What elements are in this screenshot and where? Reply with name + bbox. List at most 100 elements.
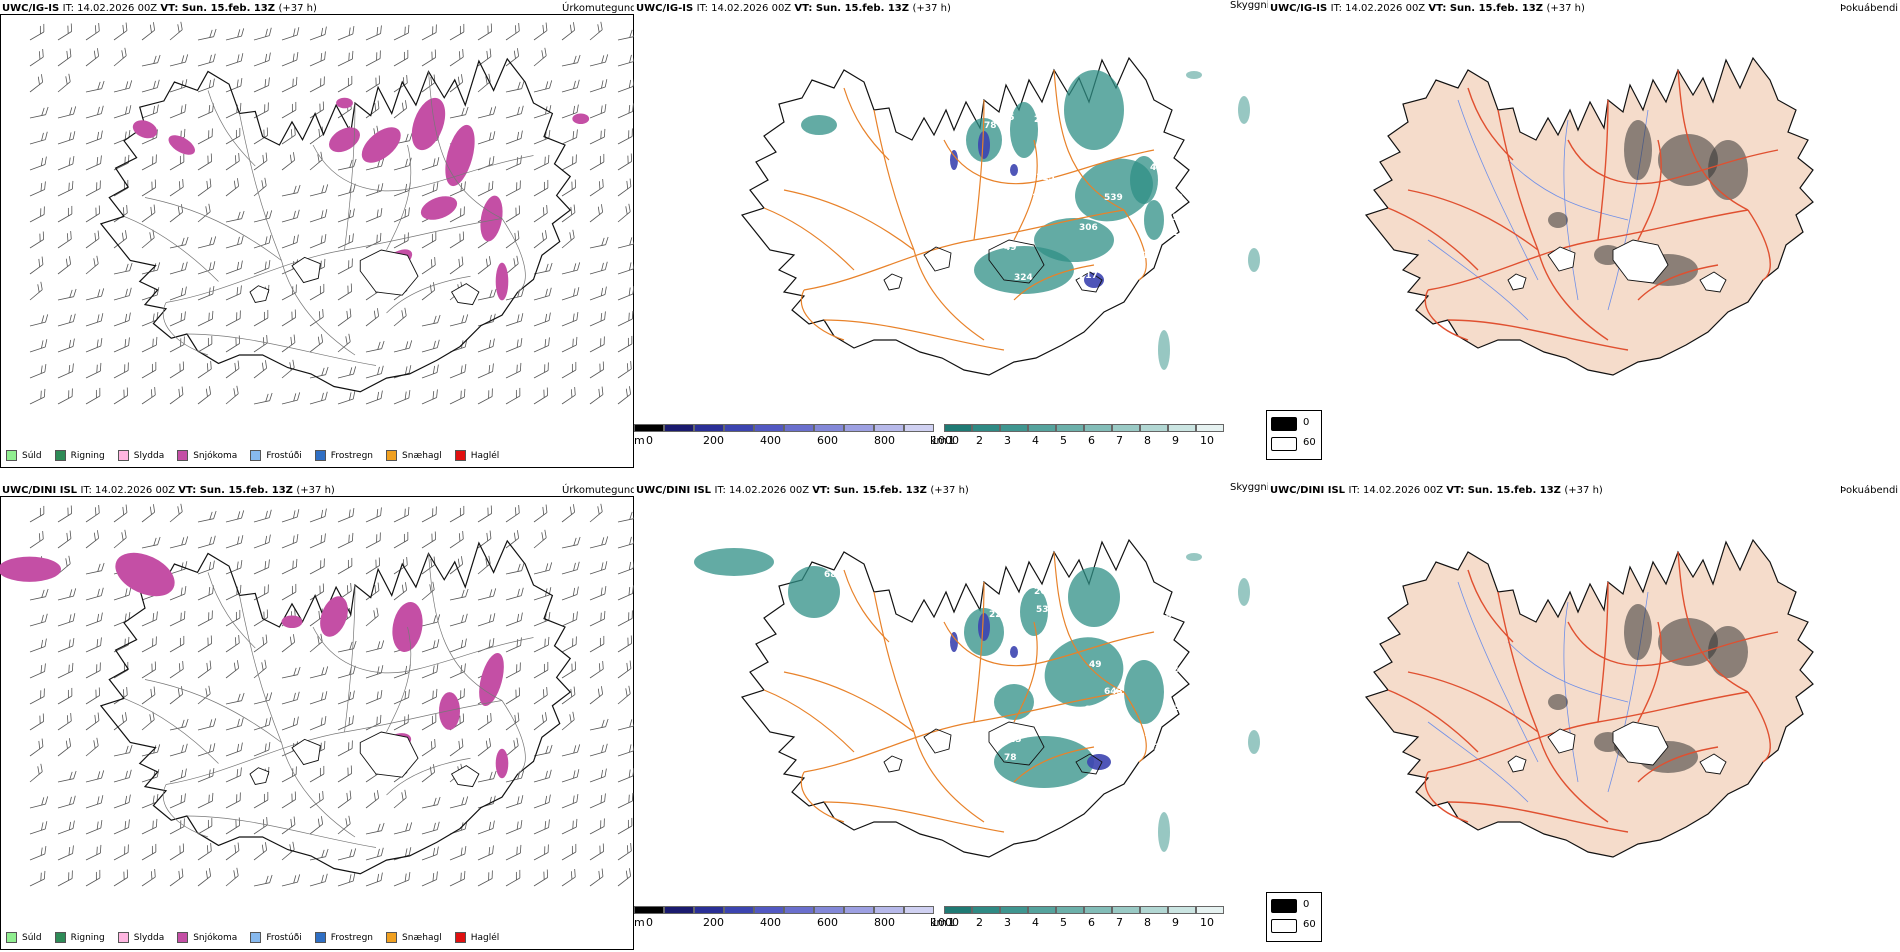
colorbar-cell [754, 424, 784, 432]
it-label: IT: [1330, 3, 1346, 14]
legend-item: Snæhagl [386, 450, 442, 461]
wind-barb [533, 769, 552, 783]
model-name: UWC/IG-IS [1270, 3, 1331, 14]
colorbar-tick: 800 [874, 916, 895, 929]
wind-barb [309, 583, 324, 601]
road-line [386, 757, 471, 796]
wind-barb [477, 712, 492, 731]
wind-barb [57, 180, 74, 197]
visibility-panel: UWC/DINI ISL IT: 14.02.2026 00Z VT: Sun.… [634, 482, 1268, 952]
wind-barb [29, 48, 44, 67]
wind-barb [309, 666, 329, 679]
road-line [1677, 551, 1749, 693]
wind-barb [57, 363, 74, 379]
colorbar-unit: m [634, 916, 645, 929]
wind-barb [533, 230, 548, 249]
wind-barb [253, 360, 268, 379]
legend-swatch [250, 932, 262, 943]
wind-barb [393, 506, 410, 523]
legend-label: Snæhagl [402, 450, 442, 461]
wind-barb [393, 689, 410, 705]
wind-barb [449, 74, 464, 93]
ceiling-height-label: 78 [984, 121, 997, 131]
colorbar-cell [844, 906, 874, 914]
ceiling-height-label: 201 [1130, 251, 1149, 261]
colorbar-cell [1168, 424, 1196, 432]
wind-barb [85, 612, 103, 627]
wind-barb [169, 868, 184, 887]
wind-barb [253, 152, 268, 171]
colorbar-tick: 0 [646, 916, 653, 929]
wind-barb [85, 819, 103, 835]
glacier-outline [359, 249, 419, 296]
road-line [1677, 69, 1749, 211]
colorbar-tick: 400 [760, 434, 781, 447]
wind-barb [309, 76, 325, 93]
wind-barb [225, 102, 242, 119]
road-line [281, 742, 356, 838]
road-line [344, 584, 356, 733]
snow-area [495, 748, 509, 779]
colorbar-tick: 1000 [931, 916, 959, 929]
wind-barb [281, 558, 298, 575]
ceiling-height-label: 190 [1032, 193, 1051, 203]
wind-barb [449, 505, 465, 523]
wind-barb [85, 587, 104, 601]
legend-item: Frostúði [250, 932, 302, 943]
wind-barb [253, 309, 269, 327]
wind-barb [29, 74, 44, 93]
wind-barb [57, 613, 76, 627]
wind-barb [169, 843, 184, 861]
wind-barb [589, 21, 603, 41]
wind-barb [309, 633, 323, 653]
wind-barb [253, 334, 268, 353]
wind-barb [29, 613, 48, 627]
road-line [1467, 87, 1514, 161]
forecast-row-ig-is: UWC/IG-IS IT: 14.02.2026 00Z VT: Sun. 15… [0, 0, 1900, 468]
wind-barb [533, 611, 551, 627]
road-line [1497, 591, 1539, 733]
colorbar-tick: 2 [976, 916, 983, 929]
wind-barb [505, 612, 523, 627]
wind-barb [505, 105, 524, 119]
vt-label: VT: [1428, 3, 1450, 14]
fog-key-swatch-low [1271, 437, 1297, 451]
wind-barb [421, 49, 436, 67]
road-line [312, 626, 534, 674]
glacier-outline [1547, 728, 1576, 754]
wind-barb [533, 312, 551, 327]
vt-label: VT: [160, 3, 182, 14]
wind-barb [617, 386, 632, 405]
wind-barb [505, 662, 521, 679]
low-visibility-area [1186, 553, 1202, 561]
snow-area [438, 692, 460, 730]
ceiling-height-label: 310 [1164, 193, 1183, 203]
wind-barb [617, 635, 632, 653]
wind-barb [225, 235, 244, 249]
wind-barb [281, 309, 296, 327]
wind-barb [253, 717, 272, 731]
wind-barb [617, 335, 633, 353]
wind-barb [477, 131, 496, 145]
wind-barb [29, 821, 48, 835]
wind-barb [477, 180, 494, 197]
colorbar-tick: 5 [1060, 916, 1067, 929]
colorbar-tick: 10 [1200, 434, 1214, 447]
road-line [123, 698, 219, 764]
colorbar-tick: 200 [703, 434, 724, 447]
wind-barb [533, 504, 548, 523]
road-line [800, 289, 845, 341]
snow-area [329, 127, 360, 153]
wind-barb [197, 767, 215, 783]
legend-item: Rigning [54, 450, 105, 461]
road-line [800, 771, 845, 823]
wind-barb [589, 818, 605, 835]
legend-label: Slydda [133, 450, 165, 461]
wind-barb [561, 586, 579, 601]
wind-barb [141, 868, 156, 887]
wind-barb [281, 101, 297, 119]
low-visibility-area [1010, 102, 1038, 158]
wind-barb [449, 663, 466, 679]
wind-barb [253, 534, 271, 549]
wind-barb [505, 869, 521, 887]
